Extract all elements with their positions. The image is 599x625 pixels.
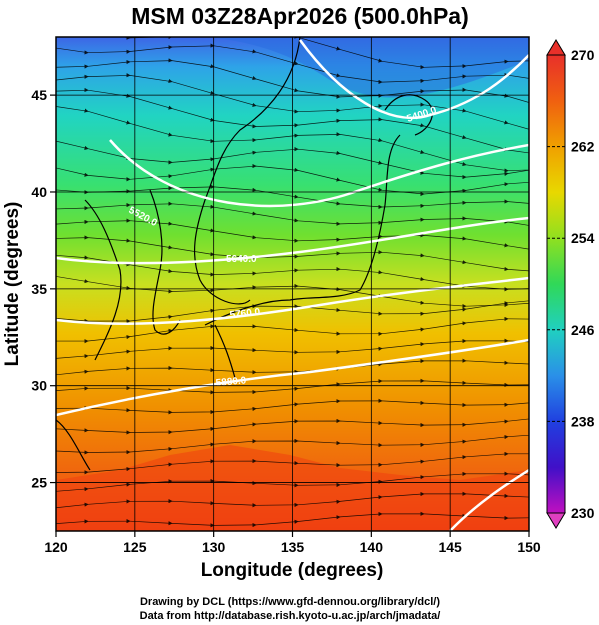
x-axis-ticks: 120 125 130 135 140 145 150 <box>44 531 541 555</box>
colorbar-tick-label: 254 <box>571 230 595 246</box>
y-tick-label: 40 <box>31 184 47 200</box>
streamline <box>56 471 529 492</box>
x-tick-label: 150 <box>517 539 541 555</box>
colorbar-tick-label: 262 <box>571 139 595 155</box>
contour-line <box>56 216 529 265</box>
colorbar-ticks: 230 238 246 254 262 270 <box>547 47 595 521</box>
x-tick-label: 140 <box>360 539 384 555</box>
y-axis-ticks: 25 30 35 40 45 <box>31 87 56 491</box>
x-tick-label: 130 <box>202 539 226 555</box>
x-tick-label: 145 <box>438 539 462 555</box>
streamline <box>56 491 529 509</box>
colorbar-tick-label: 246 <box>571 322 595 338</box>
plot-area: 5400.0 5520.0 5640.0 5760.0 5880.0 <box>55 36 530 532</box>
credit-drawing: Drawing by DCL (https://www.gfd-dennou.o… <box>140 596 440 608</box>
x-tick-label: 135 <box>281 539 305 555</box>
height-contours <box>56 39 529 531</box>
credit-data: Data from http://database.rish.kyoto-u.a… <box>140 610 441 622</box>
colorbar-tick-label: 238 <box>571 413 595 429</box>
coastlines <box>56 37 433 471</box>
graticule <box>56 37 529 531</box>
x-tick-label: 120 <box>44 539 68 555</box>
y-tick-label: 35 <box>31 281 47 297</box>
streamlines <box>56 37 529 528</box>
colorbar-top-arrow <box>546 39 566 56</box>
contour-line <box>298 39 529 120</box>
contour-line <box>56 276 529 325</box>
contour-line <box>109 139 529 208</box>
y-tick-label: 25 <box>31 475 47 491</box>
contour-line <box>449 468 529 531</box>
streamline <box>56 451 529 475</box>
y-tick-label: 30 <box>31 378 47 394</box>
x-tick-label: 125 <box>123 539 147 555</box>
contour-label: 5760.0 <box>229 307 261 321</box>
chart-title: MSM 03Z28Apr2026 (500.0hPa) <box>131 3 469 29</box>
colorbar-bottom-arrow <box>546 512 566 529</box>
colorbar-tick-label: 270 <box>571 47 595 63</box>
streamline <box>56 418 529 435</box>
x-axis-label: Longitude (degrees) <box>201 560 384 581</box>
streamline <box>56 378 529 395</box>
streamline <box>56 316 529 344</box>
y-axis-label: Latitude (degrees) <box>2 202 23 367</box>
contour-line <box>56 338 529 417</box>
streamline <box>56 398 529 415</box>
streamline <box>56 338 529 359</box>
colorbar-tick-label: 230 <box>571 505 595 521</box>
y-tick-label: 45 <box>31 87 47 103</box>
colorbar: 230 238 246 254 262 270 <box>546 39 595 529</box>
colorbar-scale <box>546 54 566 514</box>
contour-label: 5640.0 <box>226 254 257 265</box>
streamline <box>56 358 529 376</box>
